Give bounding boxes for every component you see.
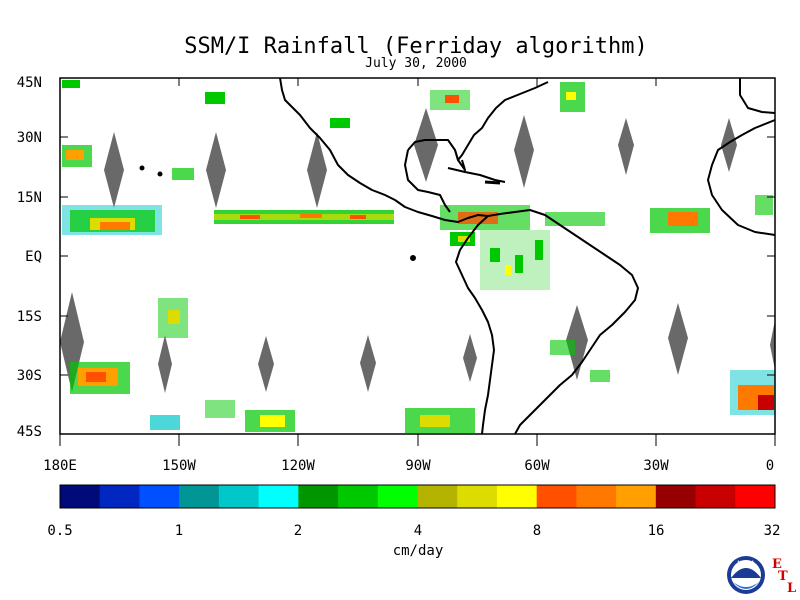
colorbar-ticks: 0.5 1 2 4 8 16 32	[47, 523, 780, 539]
coastline-africa	[707, 119, 776, 236]
swath-gap	[158, 335, 172, 393]
swath-gap	[721, 118, 737, 172]
coastline-south-america-west	[455, 215, 495, 435]
colorbar-swatch	[179, 485, 220, 508]
swath-gap	[414, 108, 438, 182]
swath-gap	[104, 132, 124, 208]
lon-label: 90W	[405, 458, 431, 474]
map-area	[59, 77, 776, 435]
colorbar-tick-label: 4	[414, 523, 422, 539]
colorbar-tick-label: 1	[175, 523, 183, 539]
lon-label: 180E	[43, 458, 77, 474]
colorbar-unit: cm/day	[393, 543, 444, 559]
swath-gap	[514, 115, 534, 188]
lat-label: 15S	[17, 309, 42, 325]
swath-gap	[618, 118, 634, 175]
colorbar-swatch	[536, 485, 577, 508]
colorbar-swatch	[576, 485, 617, 508]
swath-gap	[566, 305, 588, 380]
lon-axis: 180E 150W 120W 90W 60W 30W 0	[43, 78, 776, 474]
lon-label: 30W	[643, 458, 669, 474]
colorbar-tick-label: 32	[764, 523, 781, 539]
coastline-europe	[739, 78, 776, 114]
colorbar-tick-label: 0.5	[47, 523, 72, 539]
colorbar-swatch	[457, 485, 498, 508]
lat-label: 15N	[17, 190, 42, 206]
colorbar-swatch	[60, 485, 101, 508]
colorbar-swatch	[139, 485, 180, 508]
coastline-north-america	[279, 77, 489, 223]
etl-letter: T	[778, 569, 788, 584]
noaa-logo: NOAA	[727, 556, 765, 594]
lon-label: 150W	[162, 458, 196, 474]
map-title: SSM/I Rainfall (Ferriday algorithm)	[184, 34, 648, 59]
colorbar: 0.5 1 2 4 8 16 32 cm/day	[47, 484, 780, 559]
lat-label: 30S	[17, 368, 42, 384]
coastline-hispaniola	[484, 180, 501, 185]
lat-label: 45S	[17, 424, 42, 440]
etl-letter: E	[772, 557, 782, 572]
lat-axis: 45N 30N 15N EQ 15S 30S 45S	[17, 75, 775, 440]
colorbar-swatch	[338, 485, 379, 508]
coastline-mexico	[404, 149, 451, 213]
colorbar-swatch	[218, 485, 260, 508]
coastlines	[139, 77, 776, 435]
swath-gap	[770, 320, 775, 370]
colorbar-swatch	[655, 485, 697, 508]
coastline-gulf	[407, 81, 549, 161]
colorbar-tick-label: 8	[533, 523, 541, 539]
colorbar-swatch	[695, 485, 736, 508]
swath-gaps	[60, 108, 775, 393]
swath-gap	[206, 132, 226, 208]
colorbar-swatch	[99, 485, 140, 508]
swath-gap	[668, 303, 688, 375]
coastline-south-america	[487, 209, 639, 435]
colorbar-tick-label: 16	[648, 523, 665, 539]
lon-label: 60W	[524, 458, 550, 474]
swath-gap	[463, 334, 477, 382]
coastline-florida	[454, 149, 466, 171]
lon-label: 120W	[281, 458, 315, 474]
colorbar-tick-label: 2	[294, 523, 302, 539]
lat-label: EQ	[25, 249, 42, 265]
noaa-logo-text: NOAA	[737, 560, 755, 567]
coastline-cuba	[447, 167, 506, 183]
lon-label: 0	[766, 458, 774, 474]
swath-gap	[258, 336, 274, 392]
lat-label: 30N	[17, 130, 42, 146]
lat-label: 45N	[17, 75, 42, 91]
etl-logo: E T L	[772, 557, 796, 596]
colorbar-swatch	[417, 485, 458, 508]
swath-gap	[307, 132, 327, 208]
colorbar-swatch	[616, 485, 657, 508]
colorbar-swatch	[496, 485, 538, 508]
rain-bands	[62, 80, 775, 433]
etl-letter: L	[787, 581, 796, 596]
colorbar-swatch	[377, 485, 418, 508]
swath-gap	[360, 335, 376, 392]
colorbar-swatch	[735, 485, 776, 508]
colorbar-swatch	[258, 485, 299, 508]
colorbar-swatch	[298, 485, 339, 508]
map-subtitle: July 30, 2000	[365, 56, 467, 71]
colorbar-swatches	[60, 485, 776, 508]
